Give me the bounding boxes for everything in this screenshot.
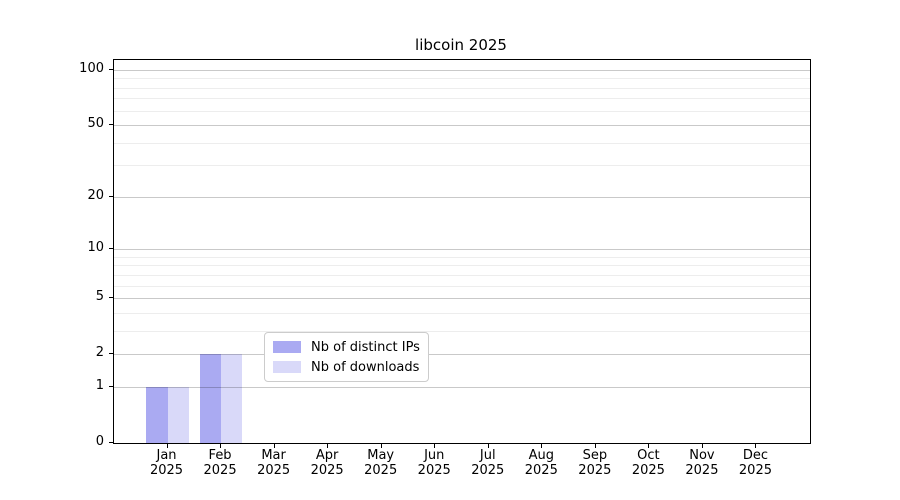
year-label: 2025: [685, 463, 719, 478]
gridline-minor: [114, 285, 810, 287]
gridline-minor: [114, 265, 810, 267]
legend-label: Nb of distinct IPs: [311, 339, 420, 355]
x-axis-tick-mark: [541, 444, 543, 448]
y-axis-tick-mark: [109, 248, 113, 250]
gridline-major: [114, 196, 810, 198]
bar-distinct-ips-feb: [199, 354, 222, 443]
y-axis-tick-mark: [109, 442, 113, 443]
plot-area: [113, 59, 811, 444]
gridline-major: [114, 354, 810, 356]
x-axis-tick-label: Feb 2025: [180, 448, 260, 478]
legend-label: Nb of downloads: [311, 359, 420, 375]
bar-downloads-feb: [221, 354, 243, 443]
x-axis-tick-mark: [701, 444, 703, 448]
gridline-minor: [114, 98, 810, 100]
month-label: May: [367, 448, 395, 463]
legend-row: Nb of distinct IPs: [273, 337, 420, 357]
y-axis-tick-mark: [109, 297, 113, 299]
month-label: Jun: [424, 448, 445, 463]
y-axis-tick-label: 1: [95, 377, 104, 393]
y-axis-tick-label: 10: [87, 240, 104, 256]
y-axis-tick-label: 5: [95, 289, 104, 305]
x-axis-tick-label: Nov 2025: [662, 448, 742, 478]
legend-row: Nb of downloads: [273, 357, 420, 377]
x-axis-tick-mark: [755, 444, 757, 448]
gridline-major: [114, 386, 810, 388]
year-label: 2025: [631, 463, 665, 478]
gridline-major: [114, 249, 810, 251]
gridline-minor: [114, 165, 810, 167]
y-axis-tick-label: 100: [79, 61, 104, 76]
gridline-minor: [114, 110, 810, 112]
x-axis-tick-label: Jul 2025: [448, 448, 528, 478]
month-label: Sep: [582, 448, 608, 463]
x-axis-tick-mark: [648, 444, 650, 448]
month-label: Feb: [208, 448, 232, 463]
year-label: 2025: [257, 463, 291, 478]
y-axis-tick-mark: [109, 69, 113, 70]
y-axis-tick-label: 0: [95, 434, 104, 449]
month-label: Mar: [261, 448, 286, 463]
x-axis-tick-label: Jun 2025: [394, 448, 474, 478]
x-axis-tick-label: Sep 2025: [555, 448, 635, 478]
gridline-minor: [114, 142, 810, 144]
x-axis-tick-mark: [273, 444, 275, 448]
x-axis-tick-label: Apr 2025: [287, 448, 367, 478]
y-axis-tick-mark: [109, 124, 113, 126]
gridline-major: [114, 298, 810, 300]
y-axis-tick-label: 20: [87, 187, 104, 203]
x-axis-tick-mark: [166, 444, 168, 448]
gridline-minor: [114, 78, 810, 80]
month-label: Apr: [315, 448, 339, 463]
month-label: Dec: [742, 448, 769, 463]
chart-title: libcoin 2025: [415, 36, 507, 54]
year-label: 2025: [149, 463, 184, 478]
x-axis-tick-mark: [434, 444, 436, 448]
y-axis-tick-label: 2: [95, 345, 104, 361]
year-label: 2025: [524, 463, 558, 478]
gridline-minor: [114, 274, 810, 276]
year-label: 2025: [738, 463, 772, 478]
y-axis-tick-mark: [109, 353, 113, 355]
bar-downloads-jan: [167, 386, 189, 443]
x-axis-tick-label: Dec 2025: [715, 448, 795, 478]
gridline-minor: [114, 330, 810, 332]
month-label: Jan: [156, 448, 177, 463]
gridline-minor: [114, 312, 810, 314]
legend: Nb of distinct IPs Nb of downloads: [264, 332, 429, 382]
y-axis-tick-mark: [109, 195, 113, 197]
year-label: 2025: [417, 463, 451, 478]
year-label: 2025: [310, 463, 344, 478]
month-label: Oct: [637, 448, 660, 463]
year-label: 2025: [364, 463, 398, 478]
x-axis-tick-label: Jan 2025: [127, 448, 207, 478]
bar-distinct-ips-jan: [146, 386, 168, 443]
x-axis-tick-label: Oct 2025: [608, 448, 688, 478]
x-axis-tick-mark: [380, 444, 382, 448]
legend-swatch-distinct-ips: [273, 341, 301, 353]
x-axis-tick-label: May 2025: [341, 448, 421, 478]
month-label: Jul: [479, 448, 496, 463]
x-axis-tick-mark: [327, 444, 329, 448]
x-axis-tick-mark: [594, 444, 596, 448]
y-axis-tick-mark: [109, 385, 113, 387]
gridline-major: [114, 70, 810, 71]
y-axis-tick-label: 50: [87, 116, 104, 132]
month-label: Aug: [528, 448, 554, 463]
gridline-minor: [114, 256, 810, 258]
x-axis-tick-mark: [487, 444, 489, 448]
year-label: 2025: [203, 463, 237, 478]
gridline-minor: [114, 87, 810, 89]
year-label: 2025: [578, 463, 612, 478]
x-axis-tick-label: Mar 2025: [234, 448, 314, 478]
x-axis-tick-label: Aug 2025: [501, 448, 581, 478]
x-axis-tick-mark: [220, 444, 222, 448]
gridline-major: [114, 125, 810, 127]
legend-swatch-downloads: [273, 361, 301, 373]
year-label: 2025: [471, 463, 505, 478]
month-label: Nov: [689, 448, 715, 463]
